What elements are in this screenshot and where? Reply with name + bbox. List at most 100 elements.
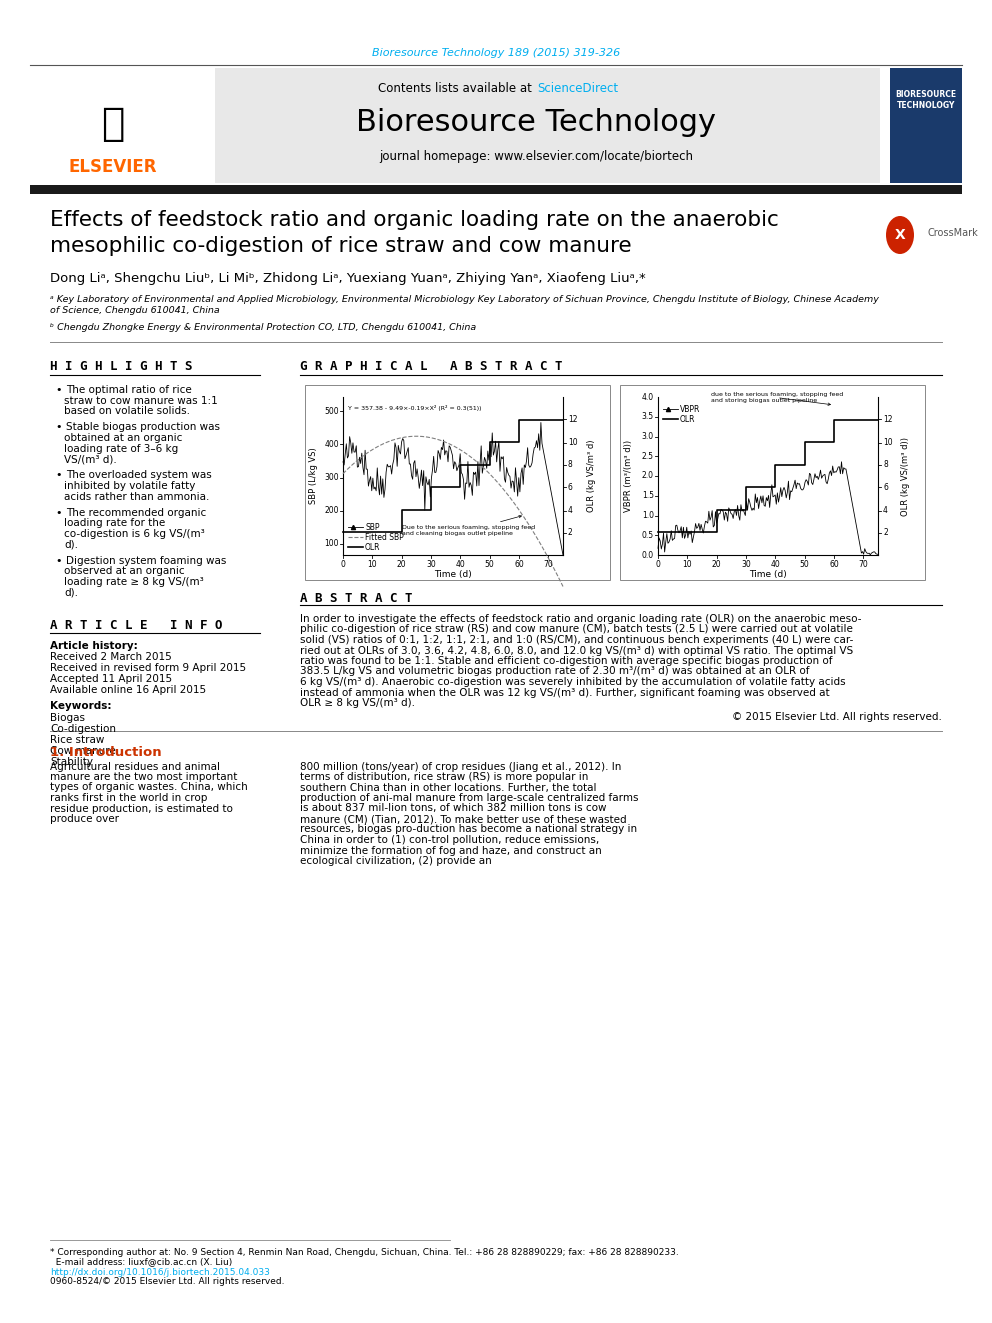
Text: ried out at OLRs of 3.0, 3.6, 4.2, 4.8, 6.0, 8.0, and 12.0 kg VS/(m³ d) with opt: ried out at OLRs of 3.0, 3.6, 4.2, 4.8, … [300, 646, 853, 655]
Text: OLR: OLR [680, 414, 695, 423]
Text: 6: 6 [568, 483, 572, 492]
Text: X: X [895, 228, 906, 242]
Text: 40: 40 [771, 560, 781, 569]
Text: production of ani-mal manure from large-scale centralized farms: production of ani-mal manure from large-… [300, 792, 639, 803]
Text: 4.0: 4.0 [642, 393, 654, 401]
Text: VBPR: VBPR [680, 405, 700, 414]
Text: 12: 12 [883, 414, 893, 423]
Text: E-mail address: liuxf@cib.ac.cn (X. Liu): E-mail address: liuxf@cib.ac.cn (X. Liu) [50, 1257, 232, 1266]
Text: d).: d). [64, 540, 78, 549]
Text: © 2015 Elsevier Ltd. All rights reserved.: © 2015 Elsevier Ltd. All rights reserved… [732, 712, 942, 721]
Text: 2: 2 [568, 528, 572, 537]
Text: •: • [55, 508, 62, 519]
Text: obtained at an organic: obtained at an organic [64, 433, 183, 443]
Text: 2.0: 2.0 [642, 471, 654, 480]
Text: 50: 50 [485, 560, 495, 569]
Text: Digestion system foaming was: Digestion system foaming was [66, 556, 226, 566]
Text: manure (CM) (Tian, 2012). To make better use of these wasted: manure (CM) (Tian, 2012). To make better… [300, 814, 627, 824]
Bar [30, 67, 215, 183]
Text: Cow manure: Cow manure [50, 746, 116, 755]
Text: G R A P H I C A L   A B S T R A C T: G R A P H I C A L A B S T R A C T [300, 360, 562, 373]
Text: resources, biogas pro-duction has become a national strategy in: resources, biogas pro-duction has become… [300, 824, 637, 835]
Text: southern China than in other locations. Further, the total: southern China than in other locations. … [300, 782, 596, 792]
Text: 200: 200 [324, 507, 339, 515]
Text: 20: 20 [397, 560, 407, 569]
Text: Article history:: Article history: [50, 642, 138, 651]
Text: loading rate ≥ 8 kg VS/(m³: loading rate ≥ 8 kg VS/(m³ [64, 577, 203, 587]
Text: 4: 4 [568, 507, 572, 515]
Text: VS/(m³ d).: VS/(m³ d). [64, 454, 117, 464]
Text: In order to investigate the effects of feedstock ratio and organic loading rate : In order to investigate the effects of f… [300, 614, 861, 624]
Text: Y = 357.38 - 9.49×-0.19×X² (R² = 0.3(51)): Y = 357.38 - 9.49×-0.19×X² (R² = 0.3(51)… [348, 405, 481, 411]
Text: •: • [55, 422, 62, 433]
Text: 8: 8 [568, 460, 572, 470]
Text: •: • [55, 385, 62, 396]
Text: solid (VS) ratios of 0:1, 1:2, 1:1, 2:1, and 1:0 (RS/CM), and continuous bench e: solid (VS) ratios of 0:1, 1:2, 1:1, 2:1,… [300, 635, 853, 646]
Text: OLR (kg VS/(m³ d)): OLR (kg VS/(m³ d)) [902, 437, 911, 516]
Text: H I G H L I G H T S: H I G H L I G H T S [50, 360, 192, 373]
Text: observed at an organic: observed at an organic [64, 566, 185, 577]
Text: ᵇ Chengdu Zhongke Energy & Environmental Protection CO, LTD, Chengdu 610041, Chi: ᵇ Chengdu Zhongke Energy & Environmental… [50, 323, 476, 332]
Text: acids rather than ammonia.: acids rather than ammonia. [64, 492, 209, 501]
Text: 3.5: 3.5 [642, 413, 654, 421]
Bar [305, 385, 610, 579]
Bar [620, 385, 925, 579]
Text: journal homepage: www.elsevier.com/locate/biortech: journal homepage: www.elsevier.com/locat… [379, 149, 693, 163]
Text: 8: 8 [883, 460, 888, 470]
Text: Effects of feedstock ratio and organic loading rate on the anaerobic
mesophilic : Effects of feedstock ratio and organic l… [50, 210, 779, 257]
Text: Fitted SBP: Fitted SBP [365, 532, 404, 541]
Text: •: • [55, 471, 62, 480]
Text: ScienceDirect: ScienceDirect [537, 82, 618, 95]
Text: 10: 10 [883, 438, 893, 447]
Text: ratio was found to be 1:1. Stable and efficient co-digestion with average specif: ratio was found to be 1:1. Stable and ef… [300, 656, 832, 665]
Text: 2: 2 [883, 528, 888, 537]
Text: manure are the two most important: manure are the two most important [50, 773, 237, 782]
Text: 3.0: 3.0 [642, 433, 654, 441]
Text: 400: 400 [324, 441, 339, 448]
Text: produce over: produce over [50, 814, 119, 824]
Text: BIORESOURCE
TECHNOLOGY: BIORESOURCE TECHNOLOGY [896, 90, 956, 110]
Text: 0: 0 [656, 560, 661, 569]
Text: 2.5: 2.5 [642, 451, 654, 460]
Bar [30, 185, 962, 194]
Text: OLR ≥ 8 kg VS/(m³ d).: OLR ≥ 8 kg VS/(m³ d). [300, 699, 415, 708]
Text: The recommended organic: The recommended organic [66, 508, 206, 519]
Text: 6: 6 [883, 483, 888, 492]
Text: A B S T R A C T: A B S T R A C T [300, 591, 413, 605]
Text: A R T I C L E   I N F O: A R T I C L E I N F O [50, 619, 222, 632]
Text: Received in revised form 9 April 2015: Received in revised form 9 April 2015 [50, 663, 246, 673]
Text: minimize the formation of fog and haze, and construct an: minimize the formation of fog and haze, … [300, 845, 602, 856]
Text: 4: 4 [883, 507, 888, 515]
Text: 10: 10 [568, 438, 577, 447]
Text: Received 2 March 2015: Received 2 March 2015 [50, 652, 172, 662]
Text: residue production, is estimated to: residue production, is estimated to [50, 803, 233, 814]
Text: instead of ammonia when the OLR was 12 kg VS/(m³ d). Further, significant foamin: instead of ammonia when the OLR was 12 k… [300, 688, 829, 697]
Text: based on volatile solids.: based on volatile solids. [64, 406, 190, 415]
Text: 50: 50 [800, 560, 809, 569]
Text: Accepted 11 April 2015: Accepted 11 April 2015 [50, 673, 173, 684]
Text: 20: 20 [712, 560, 721, 569]
Text: Stable biogas production was: Stable biogas production was [66, 422, 220, 433]
Text: The optimal ratio of rice: The optimal ratio of rice [66, 385, 191, 396]
Text: Contents lists available at: Contents lists available at [378, 82, 536, 95]
Text: China in order to (1) con-trol pollution, reduce emissions,: China in order to (1) con-trol pollution… [300, 835, 599, 845]
Text: VBPR (m³/(m³ d)): VBPR (m³/(m³ d)) [624, 441, 633, 512]
Text: 10: 10 [367, 560, 377, 569]
Text: 70: 70 [858, 560, 868, 569]
Text: due to the serious foaming, stopping feed
and storing biogas outlet pipeline: due to the serious foaming, stopping fee… [711, 392, 843, 405]
Text: http://dx.doi.org/10.1016/j.biortech.2015.04.033: http://dx.doi.org/10.1016/j.biortech.201… [50, 1267, 270, 1277]
Text: 300: 300 [324, 474, 339, 482]
Text: Stability: Stability [50, 757, 93, 767]
Text: Dong Liᵃ, Shengchu Liuᵇ, Li Miᵇ, Zhidong Liᵃ, Yuexiang Yuanᵃ, Zhiying Yanᵃ, Xiao: Dong Liᵃ, Shengchu Liuᵇ, Li Miᵇ, Zhidong… [50, 273, 646, 284]
Text: Keywords:: Keywords: [50, 701, 111, 710]
Text: •: • [55, 556, 62, 566]
Text: Agricultural residues and animal: Agricultural residues and animal [50, 762, 220, 771]
Text: Bioresource Technology: Bioresource Technology [356, 108, 716, 138]
Text: OLR: OLR [365, 542, 381, 552]
Text: 🌳: 🌳 [101, 105, 125, 143]
Text: OLR (kg VS/m³ d): OLR (kg VS/m³ d) [586, 439, 595, 512]
Text: Biogas: Biogas [50, 713, 85, 722]
Text: Rice straw: Rice straw [50, 736, 104, 745]
Text: ecological civilization, (2) provide an: ecological civilization, (2) provide an [300, 856, 492, 867]
Text: 800 million (tons/year) of crop residues (Jiang et al., 2012). In: 800 million (tons/year) of crop residues… [300, 762, 621, 771]
